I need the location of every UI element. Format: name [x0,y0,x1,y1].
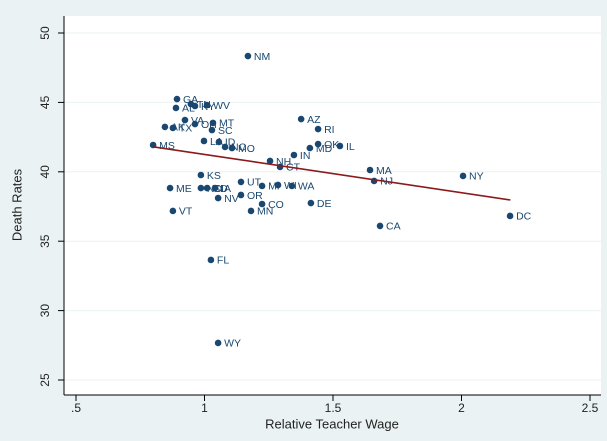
point [221,143,229,151]
point-label: WY [224,338,241,350]
point [228,144,236,152]
point-label: CO [268,199,284,211]
point [173,95,181,103]
point [214,194,222,202]
y-tick-label: 25 [38,373,52,387]
point-label: NV [224,193,239,205]
point [288,182,296,190]
point [376,222,384,230]
point [258,182,266,190]
point [237,191,245,199]
x-tick-label: 2.5 [582,401,599,415]
y-tick-label: 35 [38,234,52,248]
point [274,181,282,189]
point [247,207,255,215]
point [306,144,314,152]
point-label: RI [324,124,335,136]
point-label: KS [207,170,221,182]
y-tick-label: 50 [38,26,52,40]
point-label: MI [268,181,280,193]
point [237,178,245,186]
point [211,184,219,192]
x-tick-label: .5 [71,401,81,415]
point [215,138,223,146]
point [161,123,169,131]
grid [64,32,601,381]
x-tick-label: 1 [201,401,208,415]
point [244,52,252,60]
point-label: UT [247,177,262,189]
point-label: ME [176,183,192,195]
point-label: ID [225,137,236,149]
y-axis-label: Death Rates [9,168,24,241]
point [336,142,344,150]
point-label: WA [298,181,315,193]
point-label: SC [218,125,233,137]
point [366,166,374,174]
y-tick-label: 30 [38,304,52,318]
point [172,104,180,112]
point-label: OR [247,190,263,202]
point [203,101,211,109]
point-label: DE [317,198,332,210]
point [169,124,177,132]
y-tick-label: 45 [38,95,52,109]
point-label: NC [231,142,247,154]
point-label: MA [376,165,392,177]
point-label: MN [257,206,273,218]
point [297,115,305,123]
point-label: FL [217,255,229,267]
point-label: AZ [307,114,321,126]
fit-line [152,146,511,201]
x-tick-label: 1.5 [325,401,342,415]
point-label: VT [179,206,193,218]
point [314,140,322,148]
point [459,172,467,180]
point [314,125,322,133]
point [209,119,217,127]
point [203,184,211,192]
point [169,207,177,215]
point-label: IA [221,183,231,195]
point-label: WV [213,100,230,112]
point-label: TX [179,123,192,135]
point-label: NY [469,171,484,183]
point-label: NM [254,51,270,63]
point [290,151,298,159]
point [506,212,514,220]
x-axis-label: Relative Teacher Wage [265,416,399,431]
point-label: OH [201,119,217,131]
plot-area [64,16,601,395]
y-tick-label: 40 [38,165,52,179]
point-label: DC [516,211,532,223]
point-label: AK [171,122,185,134]
point-label: AL [182,103,195,115]
point [191,120,199,128]
point-label: IL [346,141,355,153]
point [197,171,205,179]
point-label: MT [219,118,235,130]
point-label: MO [238,143,255,155]
point [166,184,174,192]
point [208,126,216,134]
point [191,102,199,110]
point [200,137,208,145]
point-label: MD [316,143,333,155]
point [207,256,215,264]
point-label: CA [386,221,401,233]
point [266,157,274,165]
point [181,116,189,124]
point [258,200,266,208]
x-tick-label: 2 [458,401,465,415]
point [307,199,315,207]
point-label: OK [324,139,339,151]
point [197,184,205,192]
point [214,339,222,347]
point-label: IN [300,150,311,162]
